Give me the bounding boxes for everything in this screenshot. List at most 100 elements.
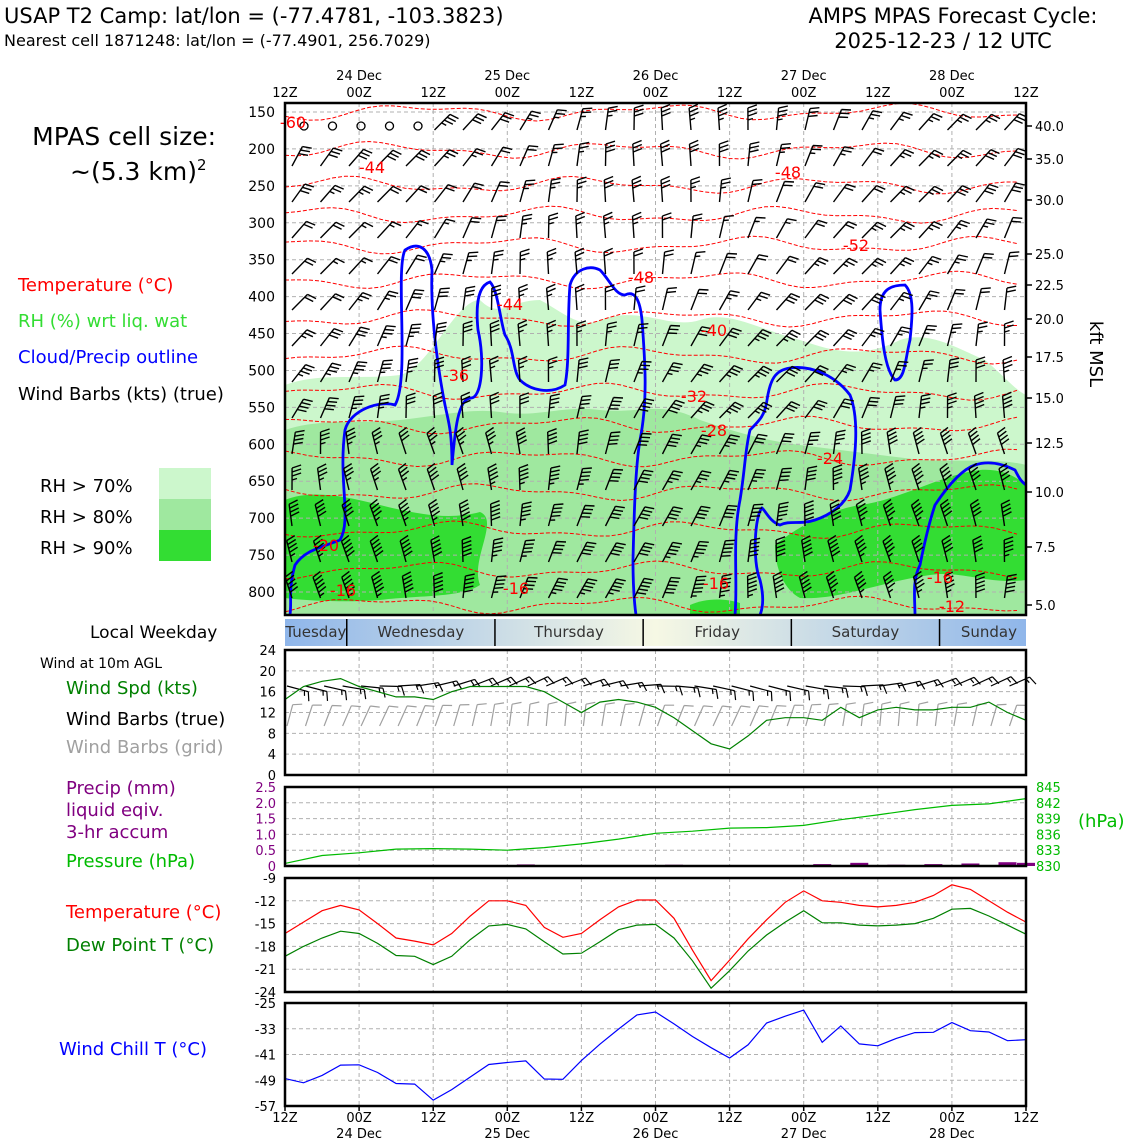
wind-barb bbox=[693, 705, 713, 727]
wind-panel-title: Wind at 10m AGL bbox=[40, 656, 162, 672]
wind-barb bbox=[312, 534, 326, 563]
wind-barb bbox=[519, 576, 538, 599]
wind-barb bbox=[472, 677, 500, 687]
wind-barb bbox=[804, 431, 821, 455]
wind-barb bbox=[405, 220, 429, 239]
wind-barb bbox=[376, 325, 396, 347]
wind-barb bbox=[433, 572, 444, 599]
wind-barb bbox=[675, 685, 701, 698]
wind-barb bbox=[889, 291, 914, 311]
wind-barb bbox=[946, 219, 971, 239]
wind-barb bbox=[604, 140, 616, 167]
wind-barb bbox=[775, 401, 801, 419]
wind-barb bbox=[547, 577, 568, 599]
top-date-label: 25 Dec bbox=[484, 69, 530, 84]
wind-barb bbox=[576, 467, 592, 491]
temperature-contour-label: -36 bbox=[443, 366, 469, 385]
wind-barb bbox=[718, 434, 740, 455]
wind-barb bbox=[918, 255, 942, 275]
wind-barb bbox=[490, 146, 513, 167]
wind-barb bbox=[805, 685, 830, 700]
panel-tick-label: -15 bbox=[255, 918, 276, 933]
pressure-tick-label: 400 bbox=[248, 290, 275, 306]
wind-barb bbox=[489, 319, 500, 347]
pressure-tick-label: 500 bbox=[248, 363, 275, 379]
wind-barb bbox=[377, 149, 402, 167]
wind-barb bbox=[718, 215, 734, 239]
station-title: USAP T2 Camp: lat/lon = (-77.4781, -103.… bbox=[4, 4, 504, 28]
temperature-panel: -24 -21 -18 -15 -12 -9 bbox=[255, 872, 1028, 1001]
wind-barb bbox=[397, 705, 417, 727]
bottom-date-label: 25 Dec bbox=[484, 1127, 530, 1140]
wind-barb bbox=[455, 426, 467, 455]
wind-barb bbox=[574, 283, 585, 311]
wind-barb bbox=[749, 685, 773, 702]
temperature-contour bbox=[285, 520, 1018, 539]
bottom-tick-label: 12Z bbox=[420, 1111, 446, 1126]
temperature-contour-label: -24 bbox=[817, 449, 843, 468]
wind-barb bbox=[939, 498, 953, 527]
top-tick-label: 00Z bbox=[643, 86, 669, 101]
windchill-label: Wind Chill T (°C) bbox=[59, 1039, 207, 1060]
wind-barb bbox=[517, 319, 528, 347]
cross-section-frame bbox=[283, 101, 1028, 617]
wind-barb bbox=[319, 147, 343, 167]
wind-barb bbox=[433, 356, 445, 383]
wind-barb bbox=[768, 685, 792, 702]
wind-barb bbox=[547, 356, 558, 383]
wind-barb bbox=[832, 108, 852, 131]
wind-barb bbox=[832, 146, 854, 167]
top-tick-label: 12Z bbox=[272, 86, 298, 101]
temperature-contour bbox=[285, 309, 1018, 328]
wind-barb bbox=[975, 356, 986, 383]
wind-barb bbox=[661, 399, 685, 419]
bottom-date-label: 27 Dec bbox=[781, 1127, 827, 1140]
wind-barb bbox=[341, 570, 356, 599]
panel-tick-label: 12 bbox=[259, 707, 276, 722]
temperature-line bbox=[284, 884, 1027, 982]
top-tick-label: 00Z bbox=[939, 86, 965, 101]
cell-size-exponent: 2 bbox=[197, 156, 207, 174]
wind-panel-frame bbox=[283, 648, 1028, 777]
wind-barb bbox=[547, 503, 564, 527]
panel-tick-label: -21 bbox=[255, 963, 276, 978]
pressure-label: Pressure (hPa) bbox=[66, 851, 195, 872]
wind-barb bbox=[747, 537, 761, 563]
wind-barb bbox=[397, 462, 410, 491]
wind-barb bbox=[426, 426, 438, 455]
wind-barb bbox=[399, 534, 413, 563]
wind-barb bbox=[291, 183, 315, 203]
wind-barb bbox=[323, 704, 342, 727]
wind-barb bbox=[545, 701, 558, 727]
wind-barb bbox=[376, 290, 399, 311]
top-date-label: 27 Dec bbox=[781, 69, 827, 84]
wind-barb bbox=[775, 292, 801, 311]
top-tick-label: 12Z bbox=[865, 86, 891, 101]
panel-tick-label: 4 bbox=[268, 748, 276, 763]
wind-barb bbox=[656, 704, 675, 727]
temperature-contour-label: -12 bbox=[939, 597, 965, 616]
temperature-contour-label: -16 bbox=[330, 581, 356, 600]
wind-barb bbox=[803, 500, 815, 527]
wind-barb bbox=[376, 221, 402, 239]
wind-barb bbox=[428, 498, 441, 527]
wind-barb bbox=[934, 701, 948, 727]
wind-barb bbox=[946, 323, 963, 347]
bottom-tick-label: 00Z bbox=[791, 1111, 817, 1126]
wind-barb bbox=[348, 221, 374, 239]
wind-barb bbox=[462, 285, 476, 311]
top-date-label: 24 Dec bbox=[336, 69, 382, 84]
wind-barb bbox=[889, 326, 912, 347]
kft-label: kft MSL bbox=[1085, 321, 1106, 387]
pressure-line bbox=[284, 798, 1027, 864]
wind-barb bbox=[604, 468, 624, 491]
wind-barb bbox=[853, 570, 867, 599]
wind-barb bbox=[398, 498, 411, 527]
temperature-contour bbox=[285, 270, 1018, 290]
wind-barb bbox=[1008, 704, 1027, 727]
wind-barb bbox=[747, 468, 766, 491]
top-date-label: 28 Dec bbox=[929, 69, 975, 84]
bottom-date-label: 26 Dec bbox=[633, 1127, 679, 1140]
wind-barb bbox=[855, 498, 868, 527]
legend-barbs: Wind Barbs (kts) (true) bbox=[18, 384, 224, 405]
